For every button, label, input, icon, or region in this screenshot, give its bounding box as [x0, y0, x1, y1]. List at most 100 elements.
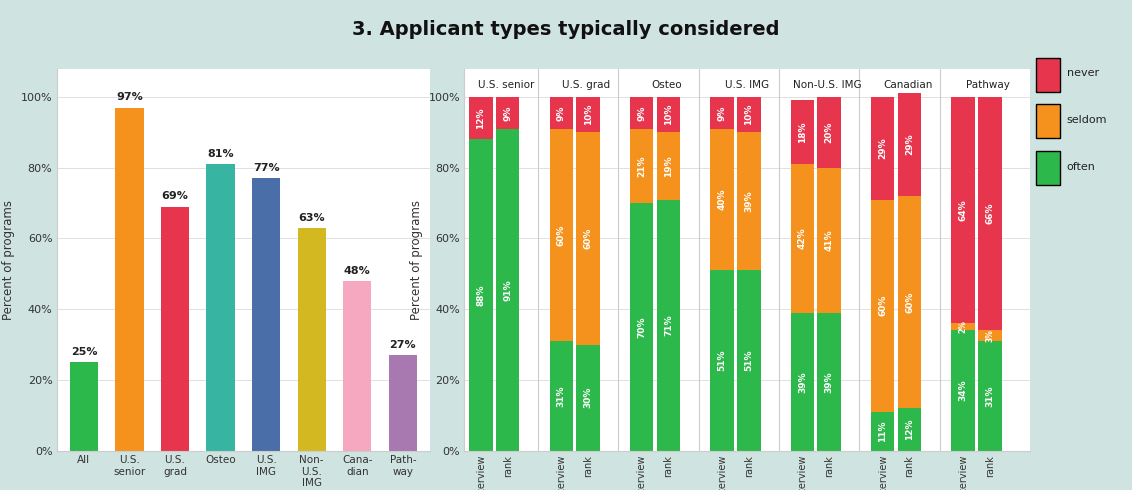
Text: 48%: 48% [344, 266, 370, 275]
Text: 10%: 10% [663, 104, 672, 125]
Bar [871, 97, 894, 199]
Bar [898, 94, 921, 196]
Text: 30%: 30% [583, 387, 592, 408]
Text: 66%: 66% [986, 203, 994, 224]
Bar [629, 97, 653, 129]
Bar [469, 97, 492, 139]
Y-axis label: Percent of programs: Percent of programs [2, 200, 15, 319]
Bar [790, 164, 814, 313]
Text: 60%: 60% [583, 228, 592, 249]
Text: 51%: 51% [745, 350, 753, 371]
Text: 3%: 3% [986, 329, 994, 342]
Bar [978, 97, 1002, 330]
Text: Canadian: Canadian [883, 80, 933, 90]
Text: 10%: 10% [745, 104, 753, 125]
Text: 71%: 71% [663, 315, 672, 336]
Bar [252, 178, 281, 451]
Text: Non-U.S. IMG: Non-U.S. IMG [794, 80, 861, 90]
Bar [978, 341, 1002, 451]
FancyBboxPatch shape [1036, 151, 1060, 185]
Bar [817, 168, 841, 313]
Bar [817, 97, 841, 168]
Bar [710, 97, 734, 129]
Bar [951, 97, 975, 323]
FancyBboxPatch shape [1036, 104, 1060, 138]
Text: 69%: 69% [162, 191, 189, 201]
Text: 21%: 21% [637, 155, 646, 177]
Text: 9%: 9% [503, 105, 512, 121]
Text: U.S. grad: U.S. grad [563, 80, 610, 90]
Text: 20%: 20% [825, 122, 833, 143]
Text: 39%: 39% [825, 371, 833, 392]
Text: 39%: 39% [745, 191, 753, 212]
Bar [951, 330, 975, 451]
Bar [70, 362, 98, 451]
Text: Pathway: Pathway [967, 80, 1010, 90]
Text: 3. Applicant types typically considered: 3. Applicant types typically considered [352, 20, 780, 39]
Bar [898, 196, 921, 408]
Text: 88%: 88% [477, 284, 486, 306]
Text: often: often [1066, 162, 1096, 172]
Bar [657, 97, 680, 132]
Text: 60%: 60% [557, 224, 566, 245]
Text: U.S. IMG: U.S. IMG [726, 80, 769, 90]
Bar [629, 129, 653, 203]
Text: 42%: 42% [798, 228, 807, 249]
Text: 2%: 2% [959, 320, 968, 333]
Text: 11%: 11% [878, 420, 887, 442]
Bar [710, 129, 734, 270]
Text: 91%: 91% [503, 279, 512, 300]
Bar [817, 313, 841, 451]
Bar [629, 203, 653, 451]
Bar [871, 199, 894, 412]
Text: 18%: 18% [798, 122, 807, 143]
Text: 97%: 97% [117, 92, 143, 102]
Text: 60%: 60% [906, 292, 914, 313]
Text: 31%: 31% [986, 385, 994, 407]
Text: 12%: 12% [477, 107, 486, 129]
Text: 41%: 41% [825, 229, 833, 251]
Bar [496, 97, 520, 129]
Text: 12%: 12% [906, 419, 914, 441]
Bar [576, 132, 600, 344]
Bar [657, 132, 680, 199]
Text: 40%: 40% [718, 189, 727, 210]
Bar [790, 313, 814, 451]
Bar [343, 281, 371, 451]
Text: 77%: 77% [252, 163, 280, 173]
Bar [469, 139, 492, 451]
Bar [576, 97, 600, 132]
Text: 70%: 70% [637, 316, 646, 338]
Text: 81%: 81% [207, 149, 234, 159]
Text: 51%: 51% [718, 350, 727, 371]
Bar [549, 97, 573, 129]
Text: 60%: 60% [878, 295, 887, 317]
Bar [549, 341, 573, 451]
Text: never: never [1066, 69, 1099, 78]
Text: 25%: 25% [70, 347, 97, 357]
Text: 9%: 9% [718, 105, 727, 121]
Bar [737, 270, 761, 451]
Text: 34%: 34% [959, 380, 968, 401]
Bar [206, 164, 234, 451]
Bar [710, 270, 734, 451]
Bar [115, 107, 144, 451]
Bar [549, 129, 573, 341]
Bar [161, 207, 189, 451]
Y-axis label: Percent of programs: Percent of programs [410, 200, 422, 319]
Bar [790, 100, 814, 164]
Bar [657, 199, 680, 451]
Bar [388, 355, 417, 451]
Text: 63%: 63% [299, 213, 325, 222]
Text: 29%: 29% [878, 137, 887, 159]
Bar [576, 344, 600, 451]
Text: 39%: 39% [798, 371, 807, 392]
FancyBboxPatch shape [1036, 57, 1060, 92]
Text: Osteo: Osteo [651, 80, 683, 90]
Bar [737, 132, 761, 270]
Text: 29%: 29% [906, 134, 914, 155]
Text: 31%: 31% [557, 385, 566, 407]
Text: seldom: seldom [1066, 115, 1107, 125]
Bar [871, 412, 894, 451]
Text: 9%: 9% [637, 105, 646, 121]
